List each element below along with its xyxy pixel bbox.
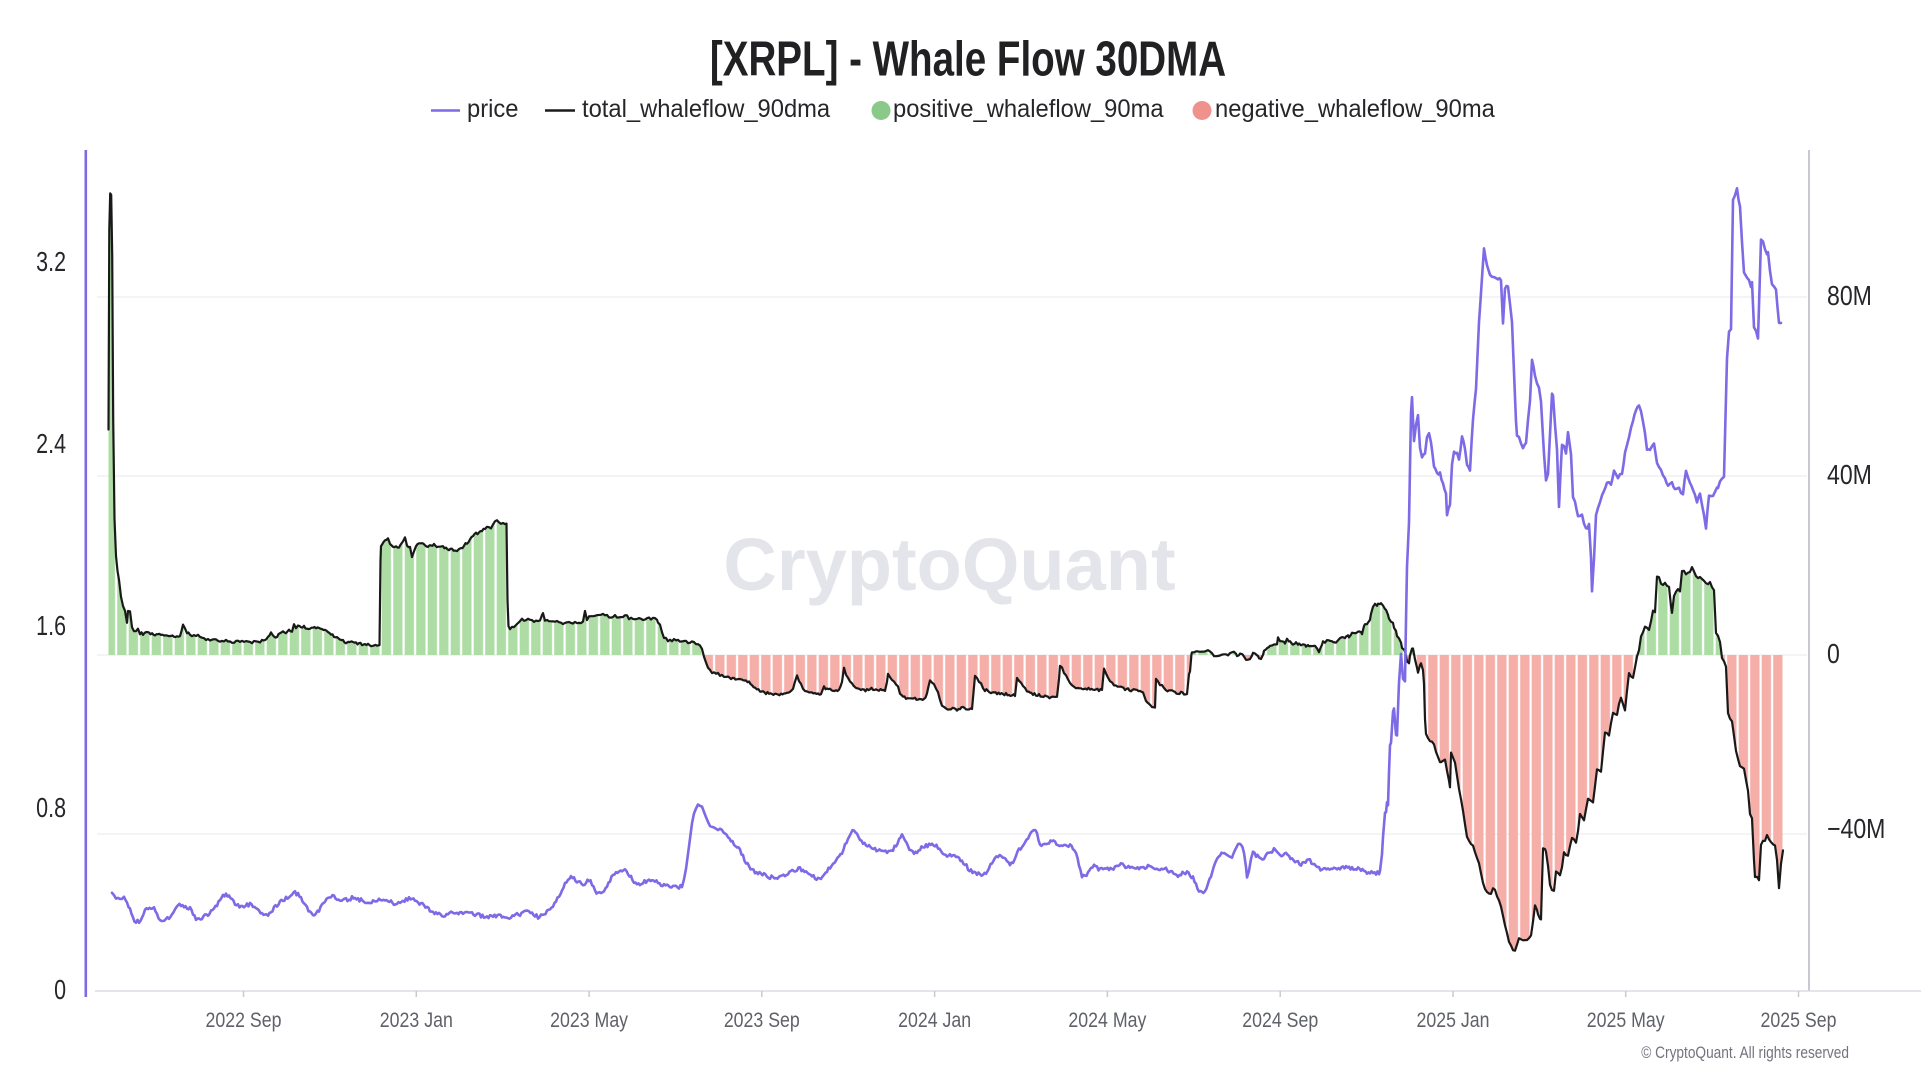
svg-text:−40M: −40M (1827, 814, 1885, 844)
svg-text:0.8: 0.8 (36, 794, 66, 824)
svg-text:2025 May: 2025 May (1587, 1009, 1665, 1033)
svg-text:2023 Jan: 2023 Jan (380, 1009, 453, 1033)
svg-text:price: price (467, 95, 518, 123)
svg-text:2024 Jan: 2024 Jan (898, 1009, 971, 1033)
svg-text:[XRPL] - Whale Flow 30DMA: [XRPL] - Whale Flow 30DMA (710, 32, 1226, 86)
svg-text:0: 0 (1827, 639, 1840, 669)
svg-text:2023 May: 2023 May (550, 1009, 628, 1033)
svg-text:2025 Jan: 2025 Jan (1416, 1009, 1489, 1033)
svg-text:2022 Sep: 2022 Sep (206, 1009, 282, 1033)
svg-text:0: 0 (54, 976, 66, 1006)
svg-text:80M: 80M (1827, 281, 1872, 311)
svg-text:negative_whaleflow_90ma: negative_whaleflow_90ma (1215, 95, 1495, 123)
svg-text:2024 Sep: 2024 Sep (1242, 1009, 1318, 1033)
svg-text:positive_whaleflow_90ma: positive_whaleflow_90ma (893, 95, 1164, 123)
svg-text:total_whaleflow_90dma: total_whaleflow_90dma (582, 95, 831, 123)
svg-text:2025 Sep: 2025 Sep (1761, 1009, 1837, 1033)
svg-text:2024 May: 2024 May (1068, 1009, 1146, 1033)
svg-text:© CryptoQuant. All rights rese: © CryptoQuant. All rights reserved (1641, 1044, 1849, 1063)
svg-text:40M: 40M (1827, 460, 1872, 490)
svg-text:3.2: 3.2 (36, 248, 66, 278)
svg-text:CryptoQuant: CryptoQuant (723, 523, 1175, 606)
svg-text:2.4: 2.4 (36, 430, 66, 460)
svg-text:1.6: 1.6 (36, 612, 66, 642)
svg-text:2023 Sep: 2023 Sep (724, 1009, 800, 1033)
